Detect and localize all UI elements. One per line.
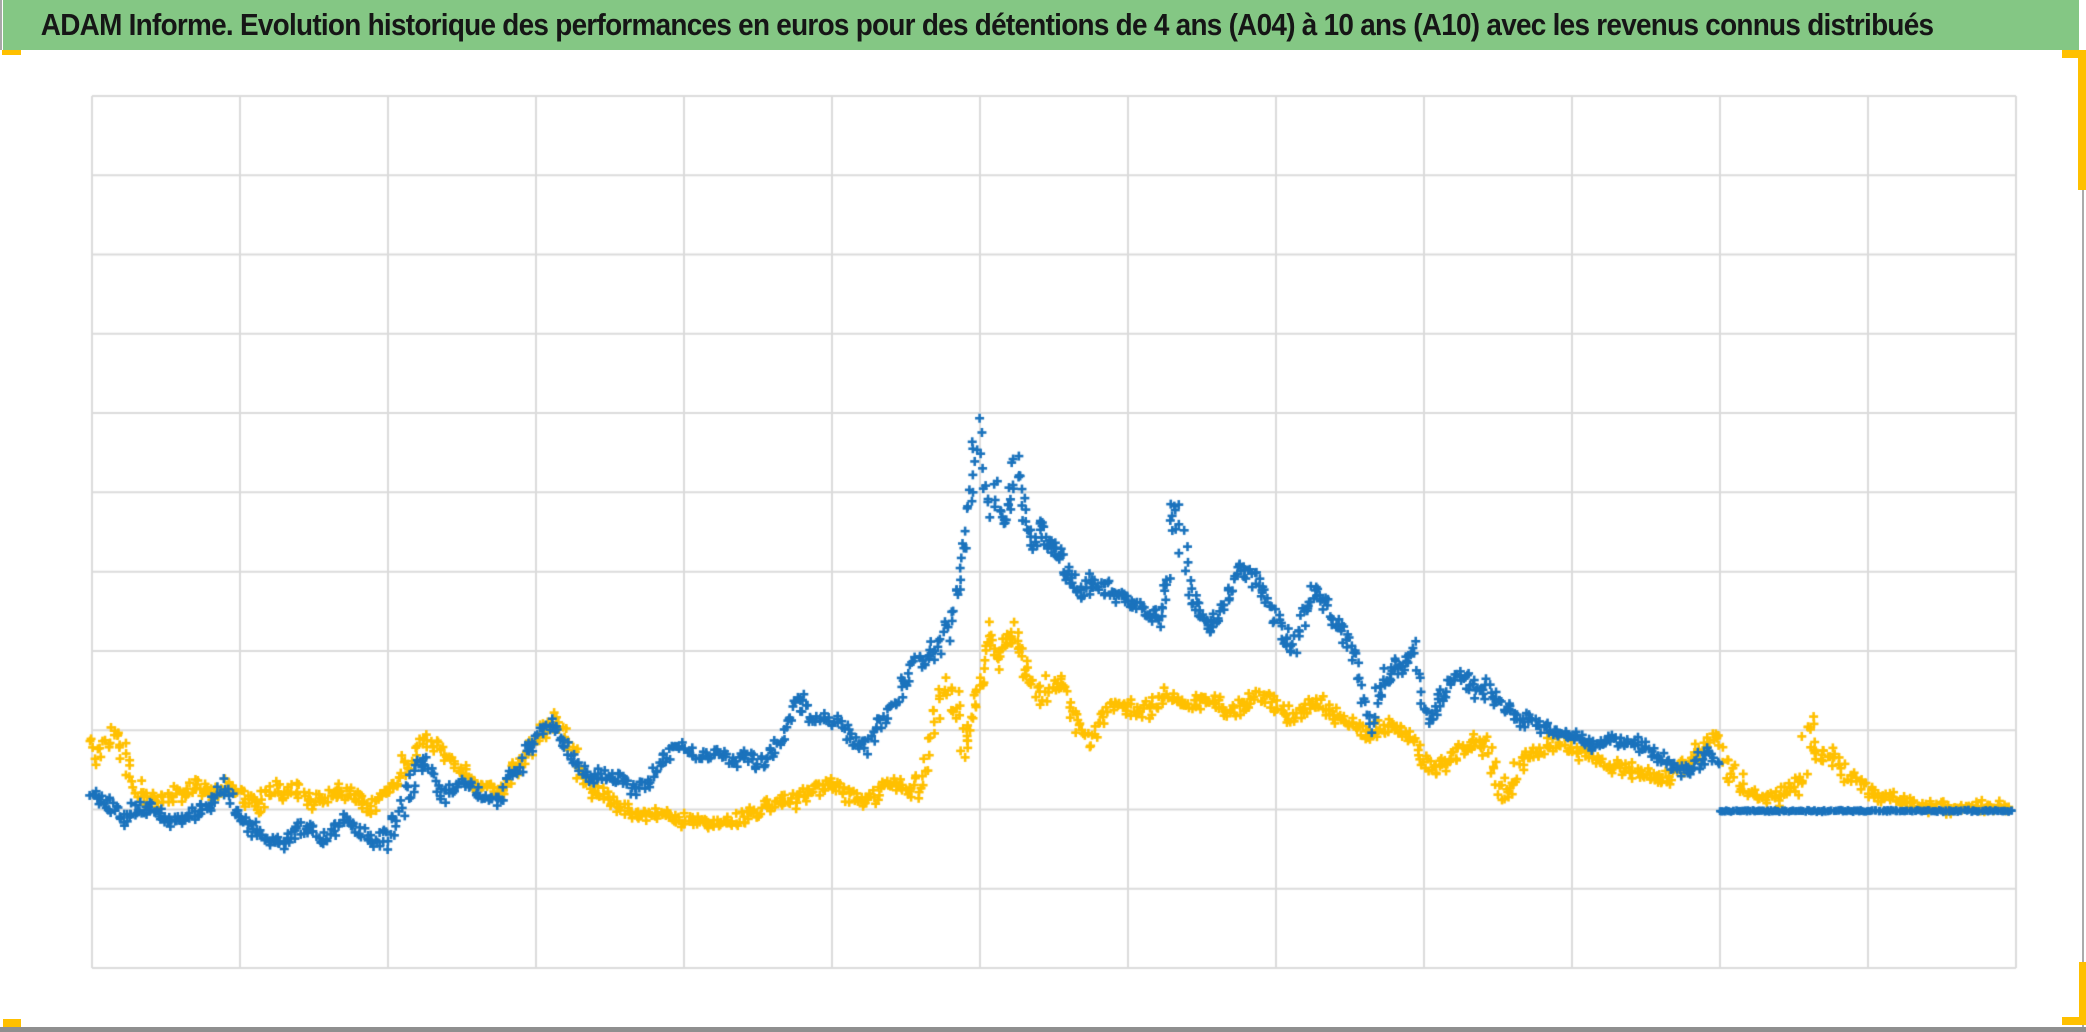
chart-title-bar[interactable]: ADAM Informe. Evolution historique des p… bbox=[3, 0, 2079, 50]
range-highlight-corner-bottom-left bbox=[3, 1019, 21, 1027]
bottom-window-edge bbox=[0, 1027, 2086, 1032]
range-highlight-corner-top-left bbox=[2, 50, 21, 55]
range-highlight-corner-top-right bbox=[2062, 50, 2086, 58]
chart-canvas[interactable] bbox=[0, 50, 2086, 1032]
range-highlight-edge-bottom-right bbox=[2079, 962, 2086, 1022]
right-window-edge bbox=[2082, 52, 2084, 1027]
chart-title: ADAM Informe. Evolution historique des p… bbox=[40, 7, 1934, 42]
left-window-edge bbox=[0, 0, 2, 50]
range-highlight-edge-top-right bbox=[2078, 50, 2086, 190]
range-highlight-corner-bottom-right bbox=[2062, 1017, 2086, 1025]
